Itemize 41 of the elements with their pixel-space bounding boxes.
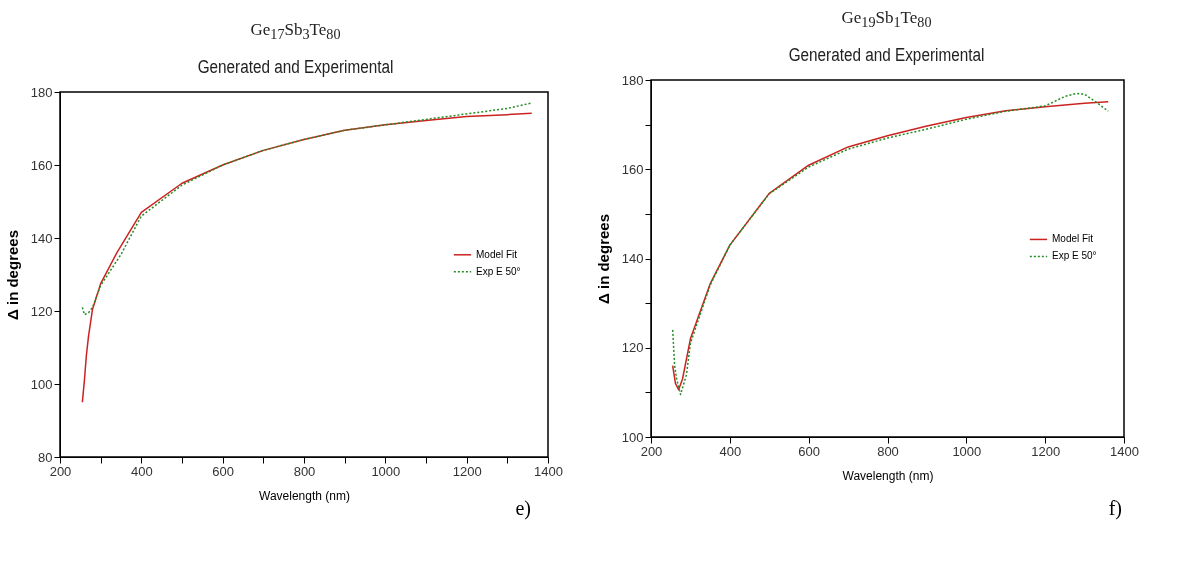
text: f): [1108, 497, 1122, 521]
line-series: [81, 102, 533, 316]
x-axis-title: Wavelength (nm): [842, 468, 934, 483]
x-tick-label: 800: [293, 463, 316, 479]
chart-title: Ge$_{19}$Sb$_{1}$Te$_{80}$: [840, 8, 933, 32]
text: e): [515, 497, 531, 521]
y-tick-label: 120: [30, 303, 53, 319]
x-tick-label: 1200: [1031, 443, 1061, 459]
y-tick-label: 180: [30, 84, 53, 100]
x-tick-label: 1400: [1110, 443, 1139, 459]
line-series: [81, 112, 533, 404]
x-tick-label: 600: [798, 443, 821, 459]
legend-label: Model Fit: [1052, 233, 1094, 245]
y-tick-label: 160: [30, 157, 53, 173]
y-tick-label: 180: [621, 72, 644, 88]
x-tick-label: 400: [130, 463, 153, 479]
chart-title: Ge$_{17}$Sb$_{3}$Te$_{80}$: [249, 20, 342, 44]
y-axis-title: Δ in degrees: [594, 214, 612, 305]
x-tick-label: 1200: [452, 463, 482, 479]
chart-subtitle: Generated and Experimental: [196, 57, 395, 79]
x-tick-label: 200: [49, 463, 72, 479]
legend-label: Exp E 50°: [476, 266, 521, 278]
y-tick-label: 160: [621, 162, 644, 178]
y-tick-label: 140: [621, 251, 644, 267]
chart-subtitle: Generated and Experimental: [787, 45, 986, 67]
x-tick-label: 400: [719, 443, 742, 459]
y-tick-label: 100: [30, 376, 53, 392]
x-tick-label: 1000: [952, 443, 982, 459]
x-tick-label: 800: [877, 443, 899, 459]
x-tick-label: 1400: [534, 463, 563, 479]
y-tick-label: 100: [621, 429, 644, 445]
x-axis-title: Wavelength (nm): [259, 488, 350, 503]
y-tick-label: 120: [621, 340, 644, 356]
x-tick-label: 1000: [371, 463, 401, 479]
x-tick-label: 600: [212, 463, 235, 479]
legend-label: Model Fit: [476, 249, 518, 261]
x-tick-label: 200: [640, 443, 663, 459]
y-tick-label: 140: [30, 230, 53, 246]
y-axis-title: Δ in degrees: [3, 230, 21, 321]
legend-label: Exp E 50°: [1052, 250, 1097, 262]
y-tick-label: 80: [38, 449, 53, 465]
